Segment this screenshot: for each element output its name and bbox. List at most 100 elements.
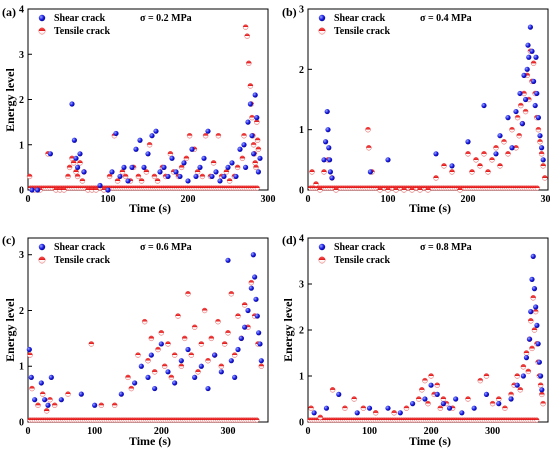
tensile-point xyxy=(93,187,99,193)
legend-tensile-marker xyxy=(318,27,326,35)
tensile-point xyxy=(539,391,545,398)
tensile-point xyxy=(391,410,397,416)
tensile-point xyxy=(188,352,194,358)
tensile-point xyxy=(333,187,339,193)
tensile-point xyxy=(501,139,507,145)
tensile-point xyxy=(434,382,440,388)
shear-point xyxy=(508,396,514,402)
shear-point xyxy=(530,253,536,259)
shear-point xyxy=(440,401,446,407)
tensile-point xyxy=(419,387,425,393)
tensile-point xyxy=(172,352,178,358)
tensile-point xyxy=(525,368,531,375)
tensile-point xyxy=(178,164,185,171)
tensile-point xyxy=(247,83,254,89)
tensile-point xyxy=(135,173,142,180)
tensile-point xyxy=(416,396,422,402)
shear-point xyxy=(535,341,541,347)
shear-point xyxy=(257,155,263,161)
y-tick-label: 3 xyxy=(299,280,304,291)
shear-point xyxy=(247,101,253,107)
tensile-point xyxy=(403,405,410,411)
tensile-point xyxy=(477,163,483,169)
shear-point xyxy=(250,252,256,258)
shear-point xyxy=(185,178,191,184)
tensile-point xyxy=(254,137,261,143)
shear-point xyxy=(493,151,499,157)
tensile-point xyxy=(148,335,154,342)
tensile-point xyxy=(542,175,548,181)
tensile-point xyxy=(533,308,539,315)
shear-point xyxy=(245,119,251,125)
x-tick-label: 0 xyxy=(306,194,311,205)
shear-point xyxy=(539,387,545,393)
shear-point xyxy=(251,151,257,157)
tensile-point xyxy=(425,187,431,193)
shear-point xyxy=(521,72,527,78)
shear-point xyxy=(75,164,81,170)
tensile-point xyxy=(223,169,230,175)
tensile-point xyxy=(433,175,439,181)
tensile-point xyxy=(518,102,524,109)
shear-point xyxy=(248,285,254,291)
shear-point xyxy=(145,374,151,380)
shear-point xyxy=(540,157,546,163)
y-axis-label: Energy level xyxy=(3,298,17,362)
shear-point xyxy=(118,391,124,397)
legend-shear-label: Shear crack xyxy=(54,13,106,24)
tensile-point xyxy=(522,108,529,115)
legend-tensile-marker xyxy=(38,256,46,264)
shear-point xyxy=(446,405,453,411)
x-tick-label: 300 xyxy=(261,194,276,205)
panel-label: (c) xyxy=(2,233,15,247)
shear-point xyxy=(529,276,535,282)
y-tick-label: 1 xyxy=(299,125,304,136)
shear-point xyxy=(327,169,333,175)
shear-point xyxy=(449,163,455,169)
tensile-point xyxy=(178,363,184,369)
shear-point xyxy=(26,346,32,353)
tensile-point xyxy=(514,114,521,121)
shear-point xyxy=(198,363,204,369)
shear-point xyxy=(213,169,219,175)
tensile-point xyxy=(198,341,204,347)
tensile-point xyxy=(449,169,455,175)
tensile-point xyxy=(537,382,544,388)
tensile-point xyxy=(517,387,523,393)
legend-tensile-marker xyxy=(38,27,46,35)
shear-point xyxy=(459,410,465,416)
shear-point xyxy=(536,359,542,365)
shear-point xyxy=(539,145,545,151)
tensile-point xyxy=(313,181,319,187)
legend-tensile-label: Tensile crack xyxy=(54,26,110,37)
shear-point xyxy=(133,146,139,152)
shear-point xyxy=(152,385,158,392)
shear-point xyxy=(197,164,203,170)
x-tick-label: 200 xyxy=(461,194,476,205)
tensile-point xyxy=(125,374,131,381)
shear-point xyxy=(42,397,48,403)
tensile-point xyxy=(489,400,496,407)
tensile-point xyxy=(208,335,214,342)
tensile-point xyxy=(385,187,391,193)
tensile-point xyxy=(27,352,33,358)
tensile-point xyxy=(183,155,190,161)
shear-point xyxy=(48,374,54,380)
shear-point xyxy=(181,160,187,166)
tensile-point xyxy=(246,60,252,66)
shear-point xyxy=(242,324,248,330)
tensile-point xyxy=(258,363,264,369)
tensile-point xyxy=(253,164,259,171)
tensile-point xyxy=(185,291,191,297)
shear-point xyxy=(172,380,178,386)
shear-point xyxy=(534,322,540,328)
tensile-point xyxy=(215,318,221,325)
tensile-point xyxy=(514,373,520,379)
tensile-point xyxy=(202,133,209,139)
shear-point xyxy=(465,139,471,145)
tensile-point xyxy=(417,187,423,193)
y-tick-label: 0 xyxy=(19,186,24,197)
shear-point xyxy=(92,402,98,408)
tensile-point xyxy=(165,341,171,347)
